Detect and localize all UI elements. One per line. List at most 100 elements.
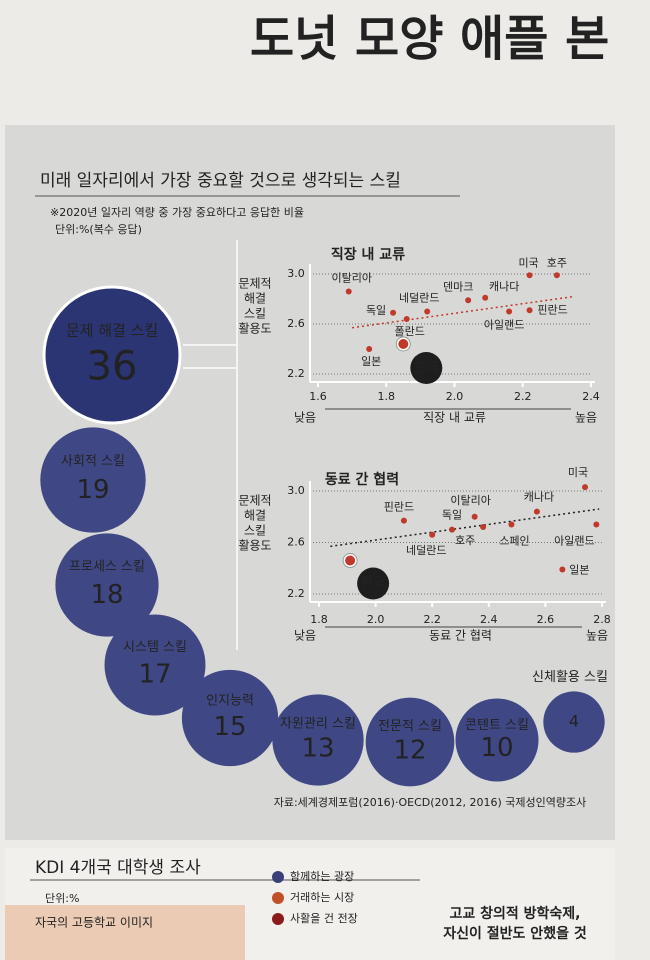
point bbox=[526, 307, 533, 314]
point-label: 아일랜드 bbox=[554, 533, 594, 547]
point bbox=[424, 308, 431, 315]
bubble bbox=[55, 533, 159, 637]
point-label: 캐나다 bbox=[524, 491, 554, 504]
bubble bbox=[455, 698, 539, 782]
y-tick-label: 2.6 bbox=[287, 317, 305, 330]
point bbox=[482, 294, 489, 301]
y-tick-label: 2.6 bbox=[287, 536, 305, 549]
low-label: 낮음 bbox=[294, 629, 316, 643]
bubble-label: 시스템 스킬 bbox=[123, 640, 187, 655]
point bbox=[533, 508, 540, 515]
legend-dot bbox=[272, 913, 284, 925]
x-tick-label: 1.8 bbox=[378, 390, 396, 403]
bubble-label: 콘텐트 스킬 bbox=[465, 718, 529, 733]
point-label: 아일랜드 bbox=[484, 318, 524, 332]
legend-label: 사활을 건 전장 bbox=[290, 911, 358, 925]
bubble bbox=[272, 694, 364, 786]
point-label: 일본 bbox=[569, 563, 589, 577]
point-label: 호주 bbox=[547, 256, 567, 269]
point-label: 캐나다 bbox=[489, 280, 519, 293]
point bbox=[582, 484, 589, 491]
bubble bbox=[365, 697, 455, 787]
trendline bbox=[330, 508, 600, 548]
point-label: 핀란드 bbox=[384, 501, 414, 514]
bubble-value: 15 bbox=[213, 712, 246, 742]
point-label: 네덜란드 bbox=[399, 292, 439, 305]
point bbox=[390, 309, 397, 316]
point-label: 한국 bbox=[414, 360, 438, 376]
point bbox=[449, 526, 456, 533]
point bbox=[345, 555, 356, 566]
point bbox=[403, 316, 410, 322]
bubble-value: 19 bbox=[76, 475, 109, 505]
point bbox=[398, 339, 409, 349]
point bbox=[366, 346, 373, 352]
trendline bbox=[352, 295, 575, 329]
bubble-label: 프로세스 스킬 bbox=[69, 559, 145, 574]
low-label: 낮음 bbox=[294, 411, 316, 425]
point-label: 네덜란드 bbox=[406, 544, 446, 557]
point bbox=[480, 524, 487, 531]
bubble-label: 전문적 스킬 bbox=[378, 719, 442, 734]
bubble-value: 17 bbox=[138, 660, 171, 690]
highlight-badge bbox=[357, 567, 390, 600]
bubble-value: 13 bbox=[301, 734, 334, 764]
x-axis-label: 동료 간 협력 bbox=[429, 629, 492, 643]
x-tick-label: 2.2 bbox=[423, 613, 441, 626]
point-label: 핀란드 bbox=[537, 303, 567, 316]
high-label: 높음 bbox=[586, 629, 608, 643]
point-label: 덴마크 bbox=[443, 280, 473, 293]
bubble bbox=[42, 285, 182, 425]
point bbox=[593, 521, 600, 528]
high-label: 높음 bbox=[575, 411, 597, 425]
bubble-label: 문제 해결 스킬 bbox=[66, 322, 158, 340]
y-tick-label: 2.2 bbox=[287, 367, 305, 380]
scatter-title: 동료 간 협력 bbox=[325, 471, 399, 488]
point bbox=[526, 272, 533, 279]
bottom-title: KDI 4개국 대학생 조사 bbox=[35, 858, 201, 878]
point-label: 이탈리아 bbox=[450, 494, 490, 507]
y-axis-label: 문제적 bbox=[238, 494, 271, 508]
scatter-title: 직장 내 교류 bbox=[331, 246, 405, 263]
x-tick-label: 2.6 bbox=[537, 613, 555, 626]
legend-label: 함께하는 광장 bbox=[290, 869, 354, 883]
bubble-value: 10 bbox=[480, 733, 513, 763]
bottom-band bbox=[5, 905, 245, 960]
bubble-value: 12 bbox=[393, 735, 426, 765]
x-tick-label: 2.0 bbox=[446, 390, 464, 403]
bubble-label: 신체활용 스킬 bbox=[532, 670, 608, 685]
bubble bbox=[181, 669, 279, 767]
bubble bbox=[40, 427, 146, 533]
point bbox=[345, 288, 352, 295]
point-label: 독일 bbox=[366, 303, 386, 317]
y-tick-label: 3.0 bbox=[287, 267, 305, 280]
x-axis-label: 직장 내 교류 bbox=[423, 411, 486, 425]
bottom-headline: 고교 창의적 방학숙제, bbox=[450, 905, 581, 922]
bottom-subtitle: 자국의 고등학교 이미지 bbox=[35, 916, 153, 930]
bubble bbox=[104, 614, 206, 716]
legend-dot bbox=[272, 892, 284, 904]
bubble-label: 인지능력 bbox=[206, 694, 254, 709]
headline: 도넛 모양 애플 본 bbox=[250, 11, 609, 67]
x-tick-label: 1.6 bbox=[309, 390, 327, 403]
y-axis-label: 문제적 bbox=[238, 277, 271, 291]
bracket bbox=[183, 240, 238, 650]
point-label: 이탈리아 bbox=[331, 272, 371, 285]
x-tick-label: 1.8 bbox=[310, 613, 328, 626]
bubble-value: 36 bbox=[87, 344, 138, 390]
y-axis-label: 스킬 bbox=[244, 524, 266, 538]
x-tick-label: 2.8 bbox=[593, 613, 611, 626]
bottom-headline: 자신이 절반도 안했을 것 bbox=[443, 925, 587, 942]
point bbox=[429, 531, 436, 538]
point-label: 미국 bbox=[568, 466, 588, 479]
x-tick-label: 2.4 bbox=[582, 390, 600, 403]
y-tick-label: 2.2 bbox=[287, 587, 305, 600]
bubble-label: 사회적 스킬 bbox=[61, 454, 125, 469]
x-tick-label: 2.0 bbox=[367, 613, 385, 626]
point bbox=[471, 513, 478, 520]
x-tick-label: 2.2 bbox=[514, 390, 532, 403]
y-axis-label: 활용도 bbox=[238, 539, 271, 553]
point bbox=[553, 272, 560, 279]
